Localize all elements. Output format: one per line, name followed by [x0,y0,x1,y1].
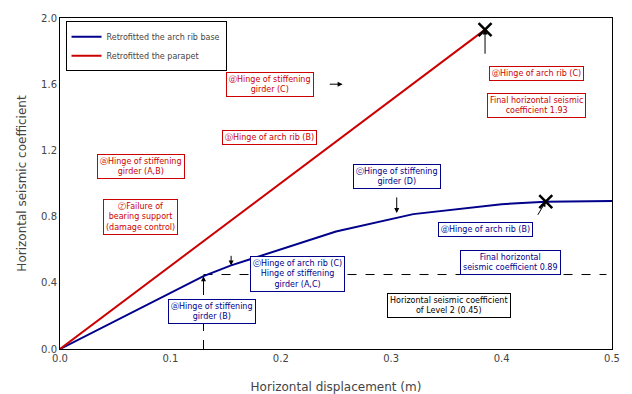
svg-text:Retrofitted the arch rib base: Retrofitted the arch rib base [107,33,220,42]
svg-text:Horizontal seismic coefficient: Horizontal seismic coefficientof Level 2… [390,296,508,315]
svg-text:Horizontal displacement (m): Horizontal displacement (m) [251,380,422,394]
svg-text:0.4: 0.4 [41,277,57,288]
svg-text:0.0: 0.0 [52,353,68,364]
svg-text:Final horizontal seismiccoeffi: Final horizontal seismiccoefficient 1.93 [490,96,583,115]
svg-text:Final horizontalseismic coeffi: Final horizontalseismic coefficient 0.89 [463,253,558,272]
svg-text:0.3: 0.3 [383,353,399,364]
svg-text:0.1: 0.1 [162,353,178,364]
svg-text:ⓓHinge of arch rib (C): ⓓHinge of arch rib (C) [492,69,581,78]
svg-text:Horizontal seismic coefficient: Horizontal seismic coefficient [15,95,29,272]
svg-text:1.2: 1.2 [41,145,57,156]
svg-text:0.8: 0.8 [41,211,57,222]
svg-text:0.2: 0.2 [273,353,289,364]
svg-text:0.4: 0.4 [494,353,510,364]
svg-text:0.0: 0.0 [41,344,57,355]
svg-text:ⓏFailure ofbearing support(dam: ⓏFailure ofbearing support(damage contro… [106,202,175,232]
svg-text:Retrofitted the parapet: Retrofitted the parapet [107,52,199,61]
svg-text:ⓑHinge of arch rib (B): ⓑHinge of arch rib (B) [225,133,314,142]
svg-text:ⓐHinge of stiffeninggirder (B): ⓐHinge of stiffeninggirder (B) [171,302,253,321]
svg-text:0.5: 0.5 [604,353,620,364]
svg-text:ⓓHinge of arch rib (B): ⓓHinge of arch rib (B) [441,225,530,234]
svg-text:ⓐHinge of stiffeninggirder (A,: ⓐHinge of stiffeninggirder (A,B) [100,157,182,176]
svg-text:1.6: 1.6 [41,79,57,90]
svg-text:ⓓHinge of stiffeninggirder (C): ⓓHinge of stiffeninggirder (C) [229,75,311,94]
svg-text:ⓒHinge of arch rib (C)Hinge of: ⓒHinge of arch rib (C)Hinge of stiffenin… [253,259,342,289]
svg-text:2.0: 2.0 [41,13,57,24]
svg-text:ⓒHinge of stiffeninggirder (D): ⓒHinge of stiffeninggirder (D) [356,167,438,186]
